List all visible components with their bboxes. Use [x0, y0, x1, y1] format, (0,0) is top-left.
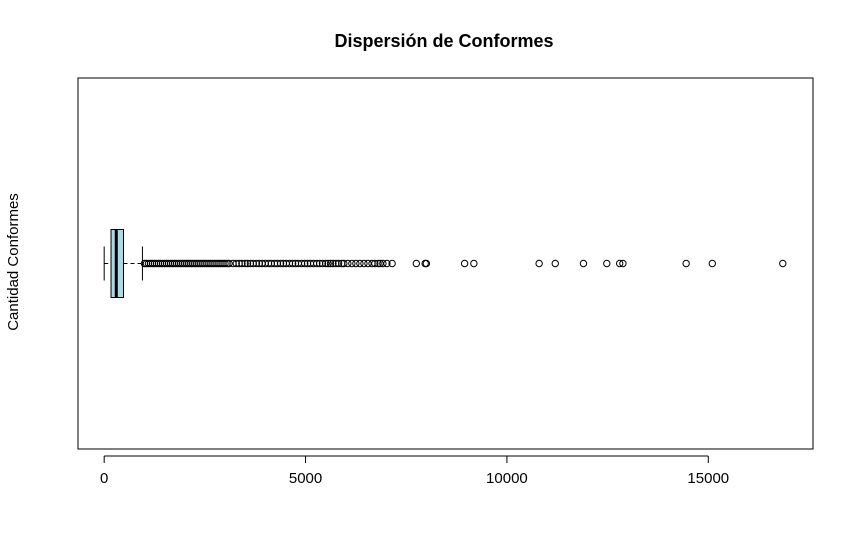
outlier-point [603, 259, 611, 268]
outlier-point [329, 259, 337, 268]
outlier-point [708, 259, 717, 268]
outlier-point [252, 259, 261, 268]
outlier-point [779, 259, 787, 268]
outlier-point [356, 259, 364, 268]
outlier-points [140, 259, 787, 268]
outlier-point [551, 259, 559, 268]
plot-frame [77, 77, 814, 450]
outlier-point [374, 259, 382, 268]
outlier-point [344, 259, 352, 268]
outlier-point [334, 259, 343, 268]
outlier-point [388, 259, 396, 268]
outlier-point [321, 259, 330, 268]
outlier-point [412, 259, 421, 268]
outlier-point [615, 259, 624, 268]
outlier-point [383, 259, 391, 268]
outlier-point [326, 259, 335, 268]
outlier-point [301, 259, 309, 268]
outlier-point [340, 259, 348, 268]
outlier-point [276, 259, 285, 268]
outlier-point [470, 259, 478, 268]
x-tick-label: 10000 [486, 470, 528, 487]
outlier-point [232, 259, 240, 268]
outlier-point [243, 259, 252, 268]
x-tick-label: 15000 [687, 470, 729, 487]
outlier-point [313, 259, 321, 268]
chart-title: Dispersión de Conformes [334, 31, 553, 51]
outlier-point [460, 259, 469, 268]
outlier-point [619, 259, 627, 268]
outlier-point [682, 259, 690, 268]
outlier-point [379, 259, 387, 268]
outlier-point [241, 259, 249, 268]
outlier-point [360, 259, 368, 268]
outlier-point [324, 259, 332, 268]
x-tick-label: 0 [100, 470, 108, 487]
outlier-point [352, 259, 360, 268]
outlier-point [288, 259, 297, 268]
outlier-point [221, 259, 229, 268]
outlier-point [371, 259, 379, 268]
x-tick-label: 5000 [289, 470, 322, 487]
outlier-point [225, 259, 233, 268]
outlier-point [348, 259, 356, 268]
y-axis-label: Cantidad Conformes [5, 193, 22, 331]
outlier-point [318, 259, 327, 268]
x-axis: 0 5000 10000 15000 [100, 455, 729, 487]
outlier-point [422, 259, 431, 268]
box-layer [103, 229, 143, 298]
outlier-point [238, 259, 246, 268]
outlier-point [579, 259, 588, 268]
outlier-point [535, 259, 543, 268]
